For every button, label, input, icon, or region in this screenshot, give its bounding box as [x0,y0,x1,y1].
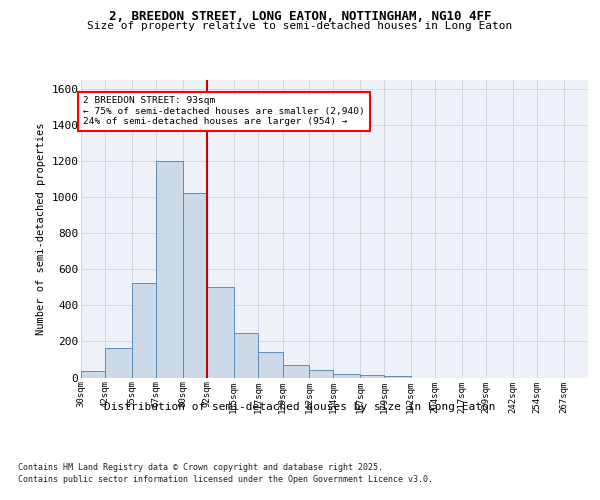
Text: 2 BREEDON STREET: 93sqm
← 75% of semi-detached houses are smaller (2,940)
24% of: 2 BREEDON STREET: 93sqm ← 75% of semi-de… [83,96,365,126]
Bar [334,374,360,378]
Bar [234,334,258,378]
Text: Contains HM Land Registry data © Crown copyright and database right 2025.: Contains HM Land Registry data © Crown c… [18,462,383,471]
Bar [132,283,157,378]
Text: 2, BREEDON STREET, LONG EATON, NOTTINGHAM, NG10 4FF: 2, BREEDON STREET, LONG EATON, NOTTINGHA… [109,10,491,23]
Bar [207,288,234,378]
Bar [106,348,132,378]
Bar [258,352,283,378]
Bar [81,371,106,378]
Text: Distribution of semi-detached houses by size in Long Eaton: Distribution of semi-detached houses by … [104,402,496,412]
Bar [309,370,334,378]
Bar [283,365,309,378]
Bar [183,192,207,378]
Text: Size of property relative to semi-detached houses in Long Eaton: Size of property relative to semi-detach… [88,21,512,31]
Bar [385,376,411,378]
Text: Contains public sector information licensed under the Open Government Licence v3: Contains public sector information licen… [18,475,433,484]
Y-axis label: Number of semi-detached properties: Number of semi-detached properties [35,122,46,335]
Bar [157,161,183,378]
Bar [360,375,385,378]
